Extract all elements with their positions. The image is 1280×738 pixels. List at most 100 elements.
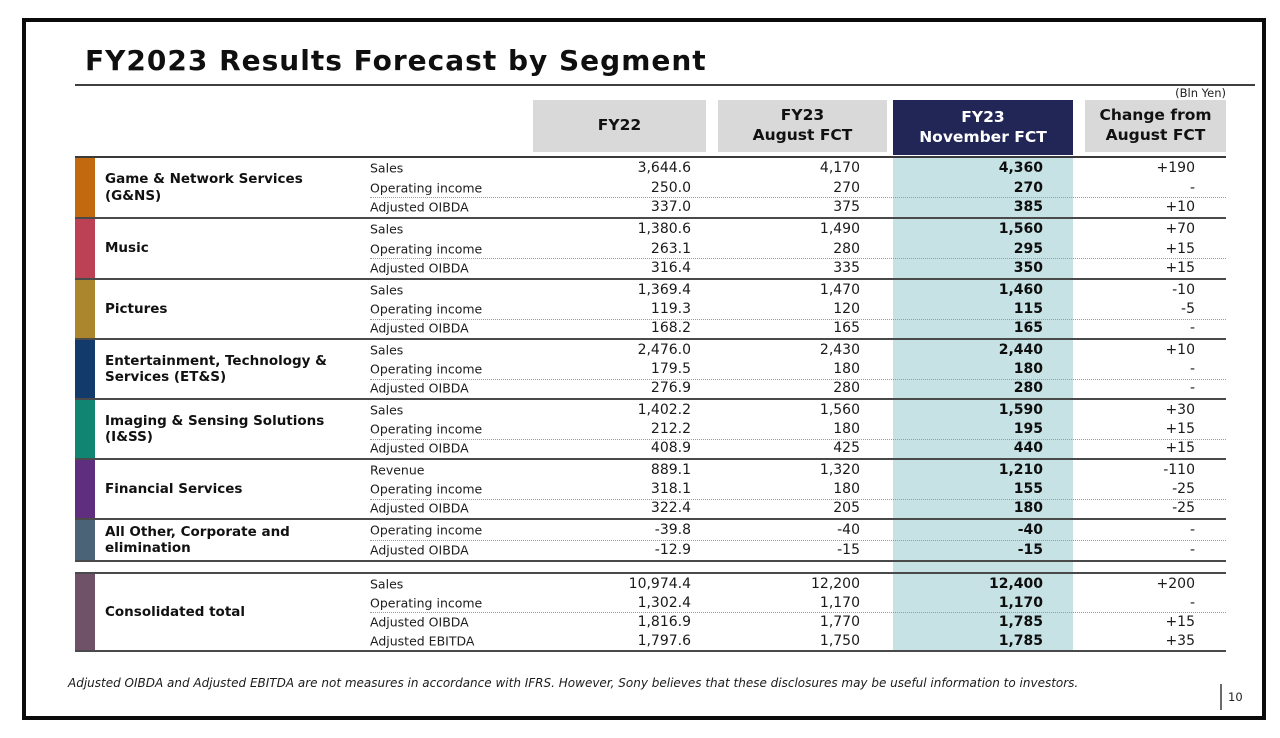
august-fct-value: -15 <box>837 542 860 558</box>
table-row: Adjusted OIBDA 316.4 335 350 +15 <box>75 258 1226 278</box>
fy22-value: 3,644.6 <box>637 159 691 176</box>
metric-label: Revenue <box>370 462 425 478</box>
section-financial-services: Financial Services Revenue 889.1 1,320 1… <box>75 460 1226 520</box>
section-gns: Game & Network Services (G&NS) Sales 3,6… <box>75 158 1226 219</box>
november-fct-value: -15 <box>1017 542 1043 558</box>
row-divider <box>370 378 1226 380</box>
november-fct-value: 180 <box>1013 500 1043 517</box>
table-row: Operating income 1,302.4 1,170 1,170 - <box>75 593 1226 612</box>
row-divider <box>370 438 1226 440</box>
change-value: +35 <box>1165 632 1195 649</box>
segment-color-swatch <box>75 460 95 518</box>
august-fct-value: 270 <box>833 179 860 196</box>
fy22-value: 337.0 <box>650 199 691 216</box>
november-fct-value: 350 <box>1013 260 1043 277</box>
page-number: 10 <box>1228 690 1243 704</box>
november-fct-highlight-band <box>893 156 1073 652</box>
table-row: Sales 1,380.6 1,490 1,560 +70 <box>75 219 1226 239</box>
metric-label: Operating income <box>370 522 483 538</box>
fy22-value: 322.4 <box>650 500 691 517</box>
fy22-value: 1,816.9 <box>637 613 691 630</box>
section-all-other: All Other, Corporate and elimination Ope… <box>75 520 1226 562</box>
segment-name: Music <box>105 240 149 257</box>
august-fct-value: 180 <box>833 360 860 377</box>
fy22-value: 1,402.2 <box>637 401 691 418</box>
november-fct-value: 1,785 <box>998 632 1043 649</box>
november-fct-value: 1,785 <box>998 613 1043 630</box>
fy22-value: 119.3 <box>650 300 691 317</box>
fy22-value: 276.9 <box>650 380 691 397</box>
change-value: +15 <box>1165 420 1195 437</box>
metric-label: Sales <box>370 576 404 591</box>
august-fct-value: 1,170 <box>819 594 860 611</box>
column-header-change-from-august-fct: Change from August FCT <box>1085 100 1226 152</box>
title-underline <box>75 84 1255 86</box>
segment-color-swatch <box>75 280 95 338</box>
fy22-value: 1,302.4 <box>637 594 691 611</box>
table-row: Adjusted OIBDA 408.9 425 440 +15 <box>75 438 1226 458</box>
row-divider <box>370 197 1226 199</box>
november-fct-value: 165 <box>1013 320 1043 337</box>
fy22-value: 1,369.4 <box>637 281 691 298</box>
august-fct-value: 280 <box>833 240 860 257</box>
november-fct-value: 195 <box>1013 420 1043 437</box>
table-row: Sales 1,369.4 1,470 1,460 -10 <box>75 280 1226 299</box>
change-value: +15 <box>1165 260 1195 277</box>
table-row: Operating income -39.8 -40 -40 - <box>75 520 1226 540</box>
segment-color-swatch <box>75 158 95 217</box>
november-fct-value: 1,590 <box>998 401 1043 418</box>
fy22-value: 179.5 <box>650 360 691 377</box>
row-divider <box>370 318 1226 320</box>
unit-note: (Bln Yen) <box>1175 86 1226 100</box>
table-row: Adjusted OIBDA 322.4 205 180 -25 <box>75 498 1226 518</box>
header-bottom-rule <box>75 156 1226 158</box>
table-row: Sales 10,974.4 12,200 12,400 +200 <box>75 574 1226 593</box>
section-ets: Entertainment, Technology & Services (ET… <box>75 340 1226 400</box>
metric-label: Operating income <box>370 361 483 377</box>
fy22-value: 263.1 <box>650 240 691 257</box>
change-value: -110 <box>1163 461 1195 478</box>
segment-color-swatch <box>75 340 95 398</box>
november-fct-value: 12,400 <box>988 575 1043 592</box>
row-divider <box>370 612 1226 613</box>
table-row: Adjusted OIBDA 276.9 280 280 - <box>75 378 1226 398</box>
table-row: Operating income 212.2 180 195 +15 <box>75 419 1226 438</box>
change-value: -25 <box>1172 480 1195 497</box>
section-consolidated-total: Consolidated total Sales 10,974.4 12,200… <box>75 572 1226 652</box>
august-fct-value: 12,200 <box>811 575 860 592</box>
table-row: Sales 2,476.0 2,430 2,440 +10 <box>75 340 1226 359</box>
august-fct-value: 425 <box>833 440 860 457</box>
august-fct-value: 1,560 <box>819 401 860 418</box>
august-fct-value: 280 <box>833 380 860 397</box>
change-value: +10 <box>1165 341 1195 358</box>
change-value: - <box>1189 542 1195 558</box>
metric-label: Adjusted OIBDA <box>370 614 469 629</box>
footnote: Adjusted OIBDA and Adjusted EBITDA are n… <box>68 676 1079 690</box>
august-fct-value: 335 <box>833 260 860 277</box>
august-fct-value: 1,470 <box>819 281 860 298</box>
august-fct-value: -40 <box>837 522 860 538</box>
table-row: Adjusted EBITDA 1,797.6 1,750 1,785 +35 <box>75 631 1226 650</box>
table-row: Revenue 889.1 1,320 1,210 -110 <box>75 460 1226 479</box>
november-fct-value: 440 <box>1013 440 1043 457</box>
column-header-fy22: FY22 <box>533 100 706 152</box>
table-row: Operating income 318.1 180 155 -25 <box>75 479 1226 498</box>
section-iss: Imaging & Sensing Solutions (I&SS) Sales… <box>75 400 1226 460</box>
metric-label: Sales <box>370 282 404 298</box>
change-value: +70 <box>1165 220 1195 237</box>
change-value: - <box>1189 522 1195 538</box>
november-fct-value: 180 <box>1013 360 1043 377</box>
metric-label: Operating income <box>370 241 483 256</box>
fy22-value: 2,476.0 <box>637 341 691 358</box>
fy22-value: -39.8 <box>654 522 691 538</box>
table-row: Sales 3,644.6 4,170 4,360 +190 <box>75 158 1226 178</box>
metric-label: Sales <box>370 342 404 358</box>
segment-name: Consolidated total <box>105 603 246 620</box>
november-fct-value: 1,560 <box>998 220 1043 237</box>
november-fct-value: 115 <box>1013 300 1043 317</box>
fy22-value: 212.2 <box>650 420 691 437</box>
metric-label: Operating income <box>370 595 483 610</box>
change-value: +200 <box>1156 575 1195 592</box>
segment-name: Pictures <box>105 300 168 317</box>
change-value: +15 <box>1165 613 1195 630</box>
